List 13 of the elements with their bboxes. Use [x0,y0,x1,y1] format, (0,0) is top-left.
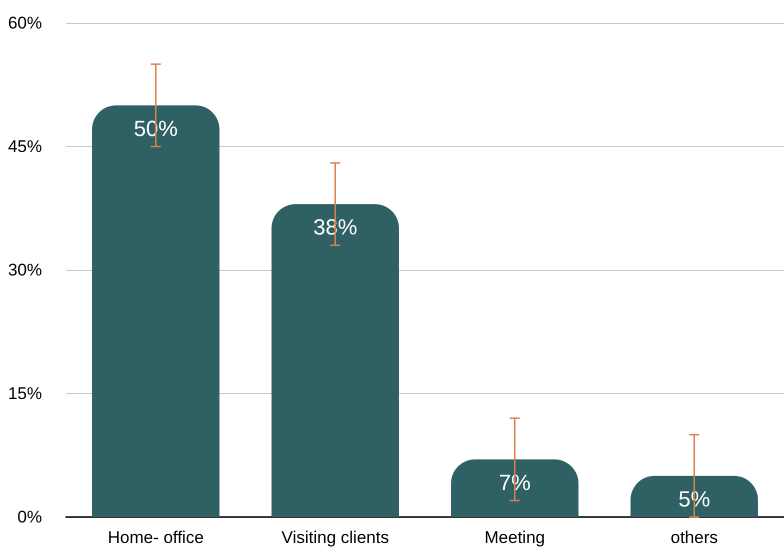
x-tick-label: Visiting clients [282,528,389,547]
x-tick-label: others [670,528,718,547]
y-tick-label: 0% [17,508,42,526]
bar [272,204,399,517]
bar [451,459,578,517]
y-tick-label: 45% [8,137,42,156]
y-tick-label: 15% [8,384,42,403]
x-tick-label: Home- office [108,528,204,547]
y-tick-label: 60% [8,14,42,32]
y-tick-label: 30% [8,260,42,280]
bar [630,476,758,517]
bar [92,105,220,517]
x-tick-label: Meeting [484,528,545,547]
